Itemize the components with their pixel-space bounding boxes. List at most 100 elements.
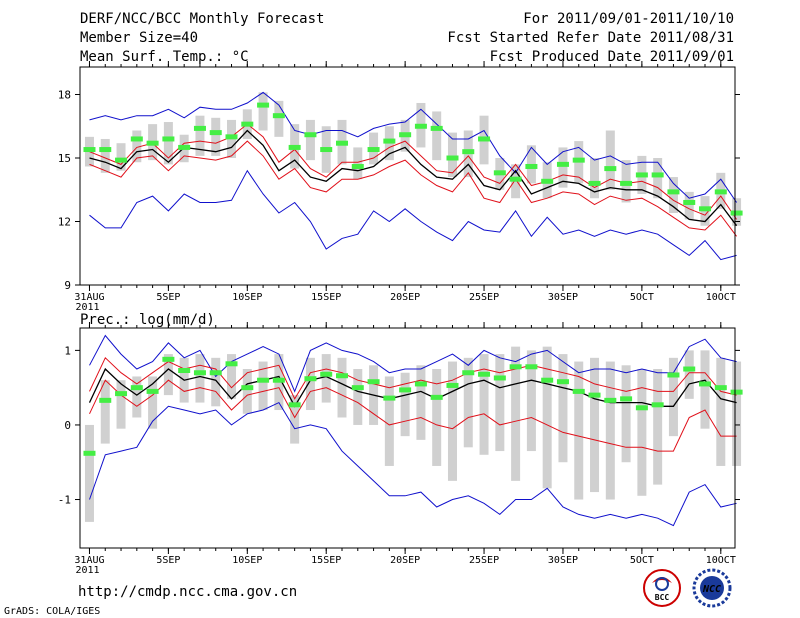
box-22 bbox=[432, 111, 442, 161]
y-tick-label: 9 bbox=[64, 279, 71, 292]
median-marker-3 bbox=[130, 136, 143, 142]
box-1 bbox=[100, 138, 110, 173]
box-22 bbox=[432, 369, 442, 466]
box-32 bbox=[590, 158, 600, 199]
median-marker-19 bbox=[383, 138, 396, 144]
median-marker-32 bbox=[588, 180, 601, 186]
median-marker-0 bbox=[83, 147, 96, 153]
box-19 bbox=[384, 376, 394, 466]
median-marker-38 bbox=[683, 366, 696, 372]
median-marker-20 bbox=[399, 132, 412, 138]
median-marker-28 bbox=[525, 163, 538, 169]
median-marker-15 bbox=[320, 371, 333, 377]
x-tick-label: 31AUG bbox=[74, 292, 104, 303]
box-12 bbox=[274, 100, 284, 137]
median-marker-1 bbox=[99, 147, 112, 153]
box-20 bbox=[400, 372, 410, 437]
box-33 bbox=[605, 361, 615, 500]
series-min bbox=[89, 169, 737, 261]
x-tick-label: 15SEP bbox=[311, 292, 341, 303]
source-url[interactable]: http://cmdp.ncc.cma.gov.cn bbox=[78, 584, 297, 600]
median-marker-11 bbox=[257, 377, 270, 383]
median-marker-0 bbox=[83, 450, 96, 456]
median-marker-7 bbox=[193, 125, 206, 131]
median-marker-24 bbox=[462, 370, 475, 376]
x-tick-label: 15SEP bbox=[311, 555, 341, 566]
median-marker-30 bbox=[556, 161, 569, 167]
series-mean-spread bbox=[89, 379, 737, 452]
x-tick-label: 5OCT bbox=[630, 292, 654, 303]
x-tick-label: 25SEP bbox=[469, 292, 499, 303]
median-marker-18 bbox=[367, 379, 380, 385]
median-marker-9 bbox=[225, 361, 238, 367]
median-marker-17 bbox=[351, 385, 364, 391]
median-marker-37 bbox=[667, 372, 680, 378]
box-36 bbox=[653, 369, 663, 485]
box-1 bbox=[100, 380, 110, 444]
produced-date-label: Fcst Produced Date 2011/09/01 bbox=[490, 49, 734, 65]
median-marker-25 bbox=[478, 136, 491, 142]
box-30 bbox=[558, 354, 568, 463]
box-0 bbox=[84, 424, 94, 522]
box-26 bbox=[495, 354, 505, 452]
median-marker-27 bbox=[509, 176, 522, 182]
x-tick-sublabel: 2011 bbox=[75, 565, 99, 576]
median-marker-5 bbox=[162, 356, 175, 362]
median-marker-20 bbox=[399, 387, 412, 393]
median-marker-32 bbox=[588, 392, 601, 398]
x-tick-label: 20SEP bbox=[390, 555, 420, 566]
x-tick-label: 10OCT bbox=[706, 555, 736, 566]
median-marker-40 bbox=[714, 189, 727, 195]
box-25 bbox=[479, 354, 489, 455]
y-tick-label: -1 bbox=[58, 494, 71, 507]
box-8 bbox=[211, 357, 221, 407]
median-marker-39 bbox=[699, 206, 712, 212]
median-marker-24 bbox=[462, 149, 475, 155]
ncc-logo: NCC bbox=[692, 568, 732, 608]
median-marker-41 bbox=[730, 210, 743, 216]
box-4 bbox=[148, 376, 158, 429]
median-marker-6 bbox=[178, 368, 191, 374]
median-marker-5 bbox=[162, 136, 175, 142]
median-marker-34 bbox=[620, 180, 633, 186]
box-9 bbox=[227, 354, 237, 399]
median-marker-3 bbox=[130, 385, 143, 391]
box-10 bbox=[242, 369, 252, 414]
median-marker-10 bbox=[241, 121, 254, 127]
median-marker-16 bbox=[336, 140, 348, 146]
series-max bbox=[89, 91, 738, 203]
median-marker-12 bbox=[272, 377, 285, 383]
x-tick-label: 10SEP bbox=[232, 292, 262, 303]
box-11 bbox=[258, 361, 268, 411]
box-14 bbox=[305, 119, 315, 161]
median-marker-6 bbox=[178, 144, 191, 150]
x-tick-label: 10SEP bbox=[232, 555, 262, 566]
box-7 bbox=[195, 115, 205, 156]
median-marker-29 bbox=[541, 178, 554, 184]
median-marker-23 bbox=[446, 382, 459, 388]
box-37 bbox=[668, 357, 678, 437]
box-29 bbox=[542, 346, 552, 489]
median-marker-33 bbox=[604, 397, 617, 403]
median-marker-39 bbox=[699, 381, 712, 387]
box-5 bbox=[163, 122, 173, 165]
box-23 bbox=[447, 361, 457, 481]
median-marker-14 bbox=[304, 376, 317, 382]
median-marker-12 bbox=[272, 113, 285, 119]
y-tick-label: 15 bbox=[58, 152, 71, 165]
x-tick-label: 25SEP bbox=[469, 555, 499, 566]
y-tick-label: 0 bbox=[64, 419, 71, 432]
box-38 bbox=[684, 191, 694, 220]
median-marker-41 bbox=[730, 389, 743, 395]
median-marker-19 bbox=[383, 395, 396, 401]
median-marker-17 bbox=[351, 163, 364, 169]
member-size-label: Member Size=40 bbox=[80, 30, 198, 46]
box-21 bbox=[416, 365, 426, 440]
box-13 bbox=[290, 395, 300, 444]
median-marker-7 bbox=[193, 370, 206, 376]
median-marker-13 bbox=[288, 402, 301, 408]
median-marker-36 bbox=[651, 172, 664, 178]
median-marker-21 bbox=[414, 123, 427, 129]
